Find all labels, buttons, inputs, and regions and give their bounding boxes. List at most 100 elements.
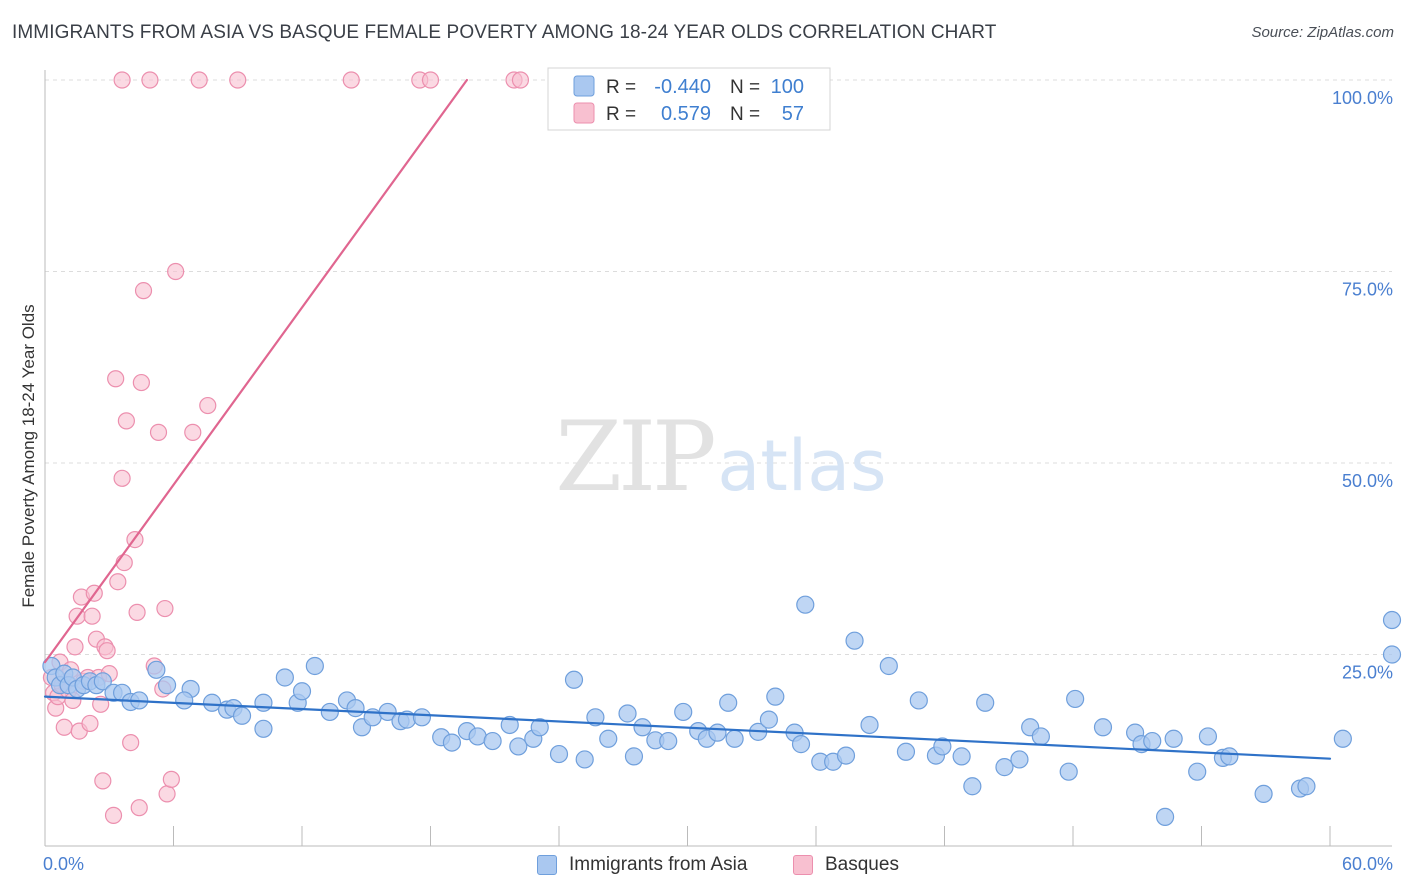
asia-point (320, 702, 339, 722)
y-axis-title: Female Poverty Among 18-24 Year Olds (19, 304, 38, 607)
asia-point (633, 718, 652, 737)
basques-point (107, 370, 125, 388)
basques-point (167, 262, 185, 281)
basques-point (115, 553, 133, 572)
asia-point (202, 693, 222, 712)
trend-lines (43, 78, 1332, 760)
legend-r-value: -0.440 (654, 76, 711, 98)
asia-point (1059, 762, 1078, 781)
asia-point (1188, 762, 1207, 781)
asia-point (175, 691, 194, 710)
asia-point (674, 702, 693, 722)
asia-point (442, 733, 462, 752)
legend-r-label: R = (606, 77, 636, 98)
y-tick-label: 75.0% (1342, 280, 1393, 300)
asia-point (909, 691, 928, 710)
legend-item-asia[interactable]: Immigrants from Asia (537, 851, 747, 879)
basques-point (184, 423, 202, 441)
x-tick-label: 60.0% (1342, 854, 1393, 874)
asia-point (549, 744, 569, 764)
y-tick-label: 100.0% (1332, 88, 1393, 108)
basques-point (190, 71, 208, 89)
basques-point (511, 71, 530, 89)
gridlines (45, 79, 1392, 655)
basques-point (156, 599, 174, 618)
asia-point (412, 708, 432, 727)
legend-n-value: 100 (771, 76, 804, 98)
basques-point (122, 733, 140, 752)
asia-point (468, 727, 487, 746)
asia-point (500, 715, 519, 735)
asia-point (483, 731, 502, 751)
asia-point (1143, 731, 1162, 751)
asia-point (624, 747, 644, 766)
asia-point (1066, 689, 1085, 709)
asia-point (1382, 610, 1402, 630)
asia-point (254, 693, 273, 712)
basques-point (109, 573, 127, 591)
basques-point (98, 642, 116, 660)
basques-point (134, 282, 153, 300)
legend-r-label: R = (606, 104, 636, 125)
asia-point (759, 710, 778, 729)
asia-point (1031, 727, 1050, 746)
asia-point (860, 715, 879, 735)
legend-swatch-basques (573, 102, 595, 124)
tick-labels: 25.0% 50.0% 75.0% 100.0% 0.0% 60.0% (43, 88, 1393, 874)
asia-point (896, 742, 916, 761)
asia-point (963, 777, 982, 796)
basques-point (199, 396, 217, 415)
basques-point (162, 770, 180, 788)
basques-points (42, 71, 530, 824)
asia-point (157, 676, 177, 695)
legend-n-value: 57 (782, 103, 804, 125)
legend-item-basques[interactable]: Basques (793, 851, 899, 879)
basques-point (66, 638, 84, 656)
asia-point (1155, 807, 1175, 826)
x-tick-label: 0.0% (43, 854, 84, 874)
asia-point (1164, 729, 1183, 748)
asia-point (1254, 784, 1273, 804)
asia-point (232, 706, 252, 725)
asia-point (509, 737, 528, 756)
basques-point (421, 71, 440, 89)
basques-point (342, 71, 360, 89)
basques-point (149, 423, 168, 441)
legend-n-label: N = (730, 77, 760, 98)
legend-swatch-basques (793, 855, 813, 875)
asia-point (933, 737, 952, 756)
asia-point (292, 682, 312, 701)
legend-label-asia: Immigrants from Asia (569, 854, 748, 875)
axes (44, 70, 1392, 847)
asia-point (586, 708, 605, 727)
asia-point (725, 729, 744, 748)
asia-point (1198, 727, 1218, 746)
asia-point (791, 735, 811, 754)
legend-bottom: Immigrants from Asia Basques (0, 851, 1406, 879)
legend-swatch-asia (537, 855, 557, 875)
asia-point (796, 595, 815, 614)
asia-point (346, 699, 365, 718)
chart-title: IMMIGRANTS FROM ASIA VS BASQUE FEMALE PO… (12, 22, 997, 43)
asia-point (995, 758, 1014, 777)
asia-point (845, 631, 864, 650)
basques-point (128, 603, 146, 621)
asia-point (1382, 645, 1402, 664)
basques-point (130, 799, 148, 817)
legend-swatch-asia (573, 75, 595, 97)
watermark-atlas: atlas (717, 425, 886, 507)
legend-label-basques: Basques (825, 854, 899, 875)
asia-point (147, 660, 166, 679)
asia-point (766, 687, 785, 706)
basques-point (117, 412, 135, 430)
watermark-zip: ZIP (555, 401, 714, 513)
asia-point (719, 693, 738, 712)
basques-point (104, 806, 123, 824)
basques-point (113, 71, 131, 89)
asia-point (952, 747, 971, 766)
watermark: ZIP atlas (555, 401, 886, 513)
source-label: Source: ZipAtlas.com (1251, 24, 1394, 41)
legend-top-box (547, 67, 831, 131)
basques-point (113, 469, 131, 487)
asia-point (879, 656, 898, 676)
